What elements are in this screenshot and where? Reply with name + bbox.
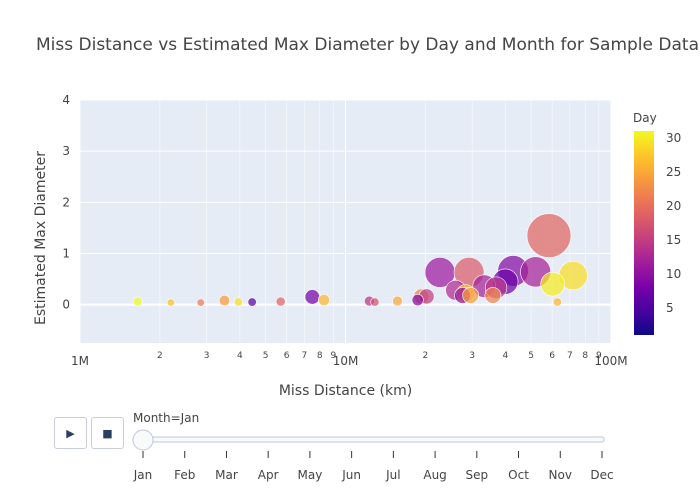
x-minor-tick-label: 4 — [237, 351, 243, 361]
data-point — [318, 294, 330, 307]
x-minor-tick-label: 9 — [596, 351, 602, 361]
x-minor-tick-label: 5 — [528, 351, 534, 361]
play-button[interactable]: ▶ — [54, 417, 87, 449]
gridlines — [79, 99, 612, 343]
x-minor-tick-label: 8 — [582, 351, 588, 361]
colorbar-gradient — [634, 131, 654, 335]
slider-month-ticks: Jan Feb Mar Apr May Jun Jul Aug Sep Oct Nov Dec — [133, 451, 614, 482]
slider-month-label: Oct — [508, 468, 529, 482]
slider-month-label: Apr — [258, 468, 279, 482]
data-point — [275, 296, 286, 307]
colorbar-tick-label: 30 — [666, 131, 681, 145]
data-point — [462, 287, 479, 304]
data-point — [196, 298, 205, 307]
colorbar: Day 5 10 15 20 25 30 — [633, 111, 681, 335]
stop-icon: ■ — [102, 426, 113, 440]
slider-month-label: Mar — [215, 468, 238, 482]
slider-month-label: Jan — [133, 468, 153, 482]
chart-title: Miss Distance vs Estimated Max Diameter … — [36, 35, 699, 55]
play-icon: ▶ — [66, 426, 75, 440]
slider-month-label: May — [298, 468, 323, 482]
x-minor-tick-label: 7 — [302, 351, 308, 361]
slider-month-label: Nov — [549, 468, 572, 482]
x-minor-tick-label: 2 — [423, 351, 429, 361]
colorbar-tick-label: 15 — [666, 233, 681, 247]
y-tick-label: 1 — [62, 246, 70, 260]
slider-handle[interactable] — [132, 429, 154, 451]
x-axis-label: Miss Distance (km) — [279, 383, 412, 399]
x-major-tick-label: 1M — [71, 354, 89, 368]
x-minor-tick-label: 4 — [502, 351, 508, 361]
x-minor-tick-label: 8 — [317, 351, 323, 361]
colorbar-tick-label: 10 — [666, 267, 681, 281]
colorbar-tick-label: 20 — [666, 199, 681, 213]
y-tick-label: 2 — [62, 195, 70, 209]
data-point — [132, 296, 143, 307]
data-point — [392, 295, 403, 307]
x-major-tick-label: 10M — [333, 354, 359, 368]
slider-month-label: Sep — [466, 468, 489, 482]
data-point — [484, 287, 502, 304]
slider-month-label: Jun — [341, 468, 361, 482]
colorbar-ticks: 5 10 15 20 25 30 — [666, 131, 681, 315]
slider-current-label: Month=Jan — [133, 411, 199, 425]
data-point — [370, 297, 380, 307]
x-minor-tick-label: 6 — [549, 351, 555, 361]
month-slider[interactable]: Month=Jan Jan Feb Mar Apr May Jun Jul Aug Sep Oct… — [132, 411, 614, 482]
y-axis-ticks: 0 1 2 3 4 — [62, 93, 70, 312]
x-minor-tick-label: 6 — [284, 351, 290, 361]
x-minor-tick-label: 2 — [157, 351, 163, 361]
data-point — [552, 297, 562, 307]
slider-rail[interactable] — [142, 436, 605, 443]
data-point — [540, 271, 565, 297]
data-point — [233, 297, 243, 307]
y-axis-label: Estimated Max Diameter — [33, 151, 49, 325]
x-minor-tick-label: 9 — [330, 351, 336, 361]
x-minor-tick-label: 3 — [204, 351, 210, 361]
data-points — [132, 213, 588, 307]
data-point — [166, 298, 176, 307]
data-point — [411, 294, 424, 307]
data-point — [526, 213, 572, 258]
x-minor-tick-label: 5 — [263, 351, 269, 361]
x-major-tick-label: 100M — [594, 354, 627, 368]
y-tick-label: 0 — [62, 298, 70, 312]
data-point — [304, 289, 320, 305]
slider-month-label: Feb — [174, 468, 195, 482]
colorbar-title: Day — [633, 111, 657, 125]
slider-month-label: Dec — [590, 468, 613, 482]
colorbar-tick-label: 25 — [666, 165, 681, 179]
slider-month-label: Jul — [385, 468, 400, 482]
x-minor-tick-label: 3 — [469, 351, 475, 361]
stop-button[interactable]: ■ — [91, 417, 124, 449]
colorbar-tick-label: 5 — [666, 301, 674, 315]
data-point — [247, 297, 257, 307]
x-minor-tick-label: 7 — [567, 351, 573, 361]
y-tick-label: 3 — [62, 144, 70, 158]
slider-month-label: Aug — [423, 468, 446, 482]
data-point — [218, 294, 231, 307]
y-tick-label: 4 — [62, 93, 70, 107]
